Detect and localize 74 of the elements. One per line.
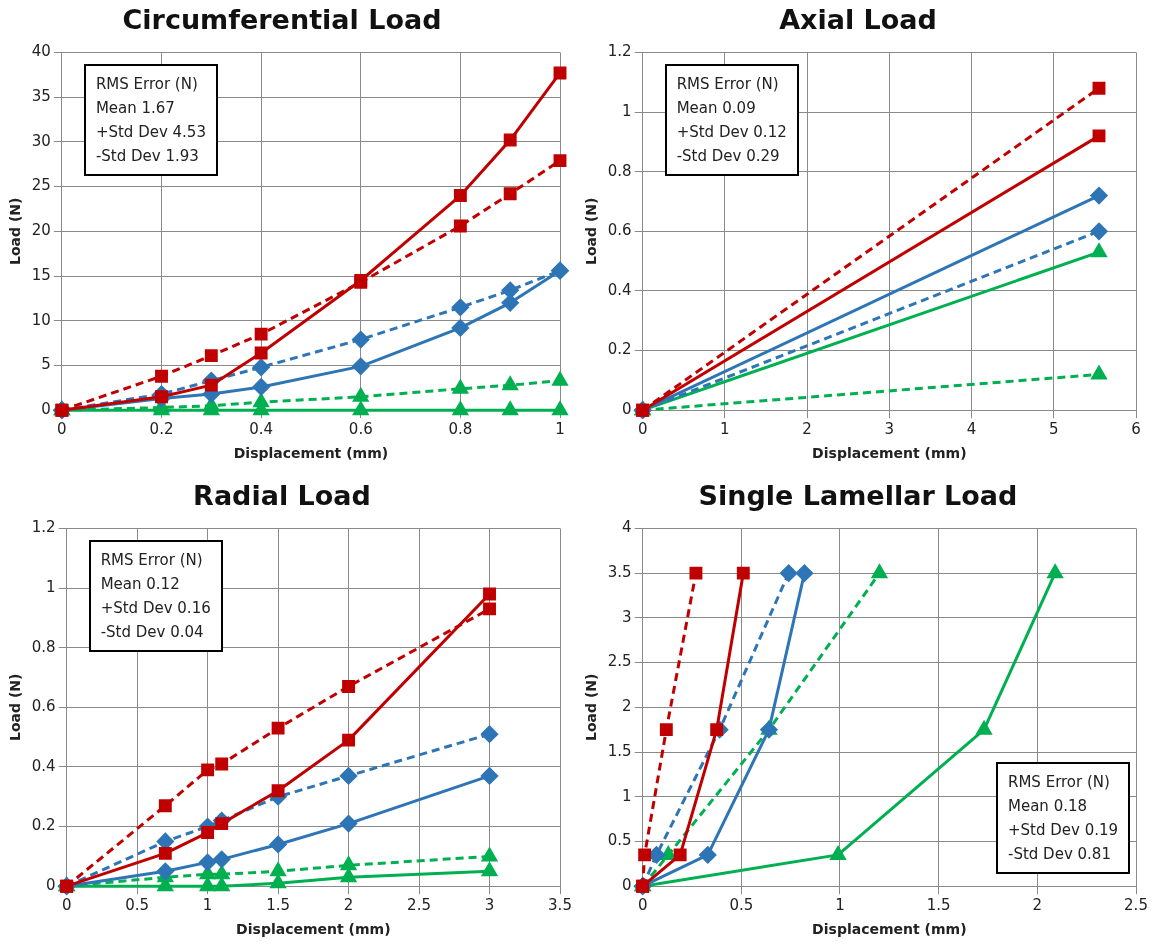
y-tick-label: 1.2 xyxy=(607,42,632,61)
x-tick-label: 1 xyxy=(835,896,845,915)
y-tick-label: 4 xyxy=(622,518,632,537)
y-tick-label: 0.8 xyxy=(31,637,56,656)
note-box: RMS Error (N) Mean 0.18 +Std Dev 0.19 -Std Dev 0.81 xyxy=(996,762,1131,875)
y-tick-label: 10 xyxy=(31,310,51,329)
x-tick-label: 0.6 xyxy=(348,420,373,439)
y-tick-label: 0.2 xyxy=(607,340,632,359)
x-tick-label: 2.5 xyxy=(1124,896,1148,915)
y-tick-label: 25 xyxy=(31,176,51,195)
y-tick-label: 15 xyxy=(31,265,51,284)
y-tick-label: 0.6 xyxy=(607,221,632,240)
y-tick-label: 0.2 xyxy=(31,816,56,835)
x-tick-label: 3 xyxy=(484,896,495,915)
y-tick-label: 2 xyxy=(622,697,632,716)
x-tick-label: 0 xyxy=(637,896,648,915)
y-tick-label: 1.5 xyxy=(607,741,632,760)
y-tick-label: 1 xyxy=(622,101,632,120)
x-tick-label: 0 xyxy=(637,420,648,439)
y-tick-label: 3.5 xyxy=(607,563,632,582)
note-box: RMS Error (N) Mean 0.09 +Std Dev 0.12 -Std Dev 0.29 xyxy=(664,64,799,177)
y-tick-label: 35 xyxy=(31,87,51,106)
y-tick-label: 0.6 xyxy=(31,697,56,716)
x-axis-title: Displacement (mm) xyxy=(233,445,389,462)
x-tick-label: 3.5 xyxy=(548,896,572,915)
chart-title: Radial Load xyxy=(193,480,371,512)
y-tick-label: 1.2 xyxy=(31,518,56,537)
x-tick-label: 2 xyxy=(343,896,354,915)
y-tick-label: 40 xyxy=(31,42,51,61)
y-tick-label: 0 xyxy=(46,876,56,895)
x-tick-label: 0 xyxy=(61,896,72,915)
x-tick-label: 6 xyxy=(1131,420,1141,439)
y-tick-label: 0 xyxy=(41,400,51,419)
note-box: RMS Error (N) Mean 1.67 +Std Dev 4.53 -Std Dev 1.93 xyxy=(83,64,218,177)
x-tick-label: 1 xyxy=(720,420,730,439)
x-tick-label: 3 xyxy=(884,420,895,439)
x-tick-label: 1.5 xyxy=(266,896,291,915)
x-tick-label: 2 xyxy=(1032,896,1043,915)
x-axis-title: Displacement (mm) xyxy=(812,445,967,462)
x-axis-title: Displacement (mm) xyxy=(812,921,967,938)
y-tick-label: 0.5 xyxy=(607,831,632,850)
note-box: RMS Error (N) Mean 0.12 +Std Dev 0.16 -Std Dev 0.04 xyxy=(88,540,223,653)
y-tick-label: 0 xyxy=(622,876,632,895)
y-tick-label: 3 xyxy=(622,607,632,626)
y-tick-label: 20 xyxy=(31,221,51,240)
x-tick-label: 5 xyxy=(1049,420,1059,439)
x-tick-label: 4 xyxy=(966,420,977,439)
y-tick-label: 5 xyxy=(41,355,51,374)
x-tick-label: 2 xyxy=(802,420,812,439)
chart-title: Circumferential Load xyxy=(122,4,442,36)
y-tick-label: 2.5 xyxy=(607,652,632,671)
chart-title: Single Lamellar Load xyxy=(698,480,1018,512)
y-axis-title: Load (N) xyxy=(583,197,600,265)
y-axis-title: Load (N) xyxy=(7,673,24,741)
x-tick-label: 2.5 xyxy=(407,896,431,915)
y-axis-title: Load (N) xyxy=(583,673,600,741)
y-tick-label: 1 xyxy=(622,786,632,805)
x-tick-label: 1 xyxy=(555,420,565,439)
y-tick-label: 30 xyxy=(31,131,51,150)
y-tick-label: 0 xyxy=(622,400,632,419)
y-tick-label: 0.8 xyxy=(607,161,632,180)
y-axis-title: Load (N) xyxy=(7,197,24,265)
x-axis-title: Displacement (mm) xyxy=(236,921,391,938)
x-tick-label: 1 xyxy=(202,896,213,915)
x-tick-label: 1.5 xyxy=(926,896,951,915)
x-tick-label: 0.4 xyxy=(249,420,274,439)
x-tick-label: 0.5 xyxy=(125,896,150,915)
y-tick-label: 1 xyxy=(46,577,56,596)
x-tick-label: 0.5 xyxy=(729,896,754,915)
chart-title: Axial Load xyxy=(779,4,937,36)
y-tick-label: 0.4 xyxy=(31,756,56,775)
x-tick-label: 0.8 xyxy=(448,420,473,439)
y-tick-label: 0.4 xyxy=(607,280,632,299)
x-tick-label: 0.2 xyxy=(149,420,174,439)
